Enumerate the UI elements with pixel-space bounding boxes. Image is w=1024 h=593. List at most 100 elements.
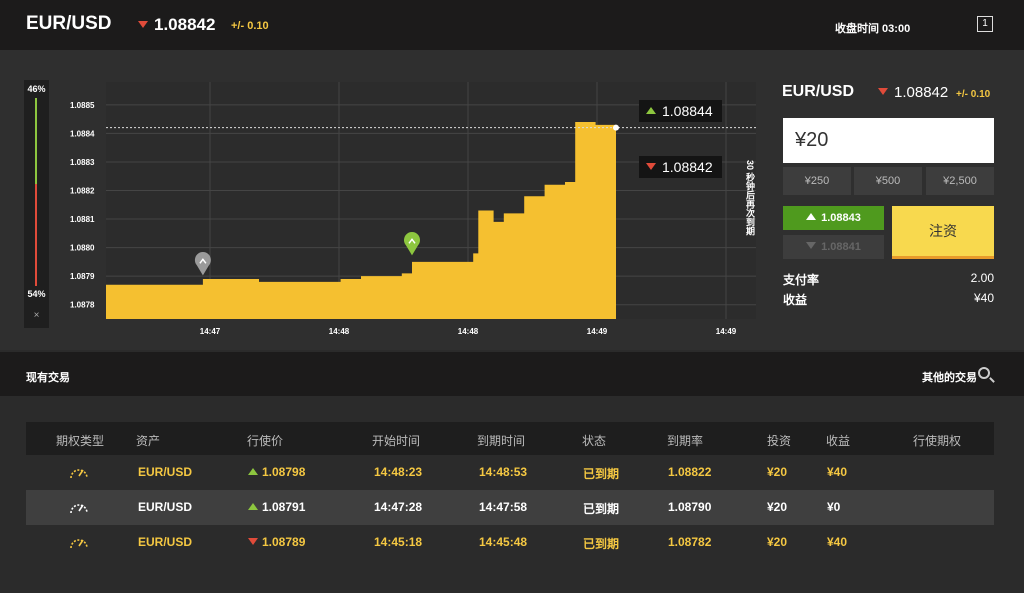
profit-row: 收益 ¥40 xyxy=(783,291,994,308)
profit-label: 收益 xyxy=(783,293,808,307)
current-trades-title: 现有交易 xyxy=(26,372,70,384)
close-icon[interactable]: × xyxy=(33,310,40,321)
asset-symbol: EUR/USD xyxy=(26,13,112,34)
cell-start: 14:45:18 xyxy=(374,535,423,549)
column-header: 行使价 xyxy=(247,434,284,448)
price-area xyxy=(106,121,616,319)
cell-rate: 1.08782 xyxy=(668,535,712,549)
cell-status: 已到期 xyxy=(583,537,620,551)
close-time: 收盘时间 03:00 xyxy=(835,23,911,35)
payout-row: 支付率 2.00 xyxy=(783,271,994,288)
payout-label: 支付率 xyxy=(783,273,820,287)
column-header: 投资 xyxy=(767,434,792,448)
cell-asset: EUR/USD xyxy=(138,535,193,549)
y-tick-label: 1.0885 xyxy=(70,101,95,110)
x-tick-label: 14:48 xyxy=(458,327,479,336)
column-header: 收益 xyxy=(826,434,851,448)
speedometer-icon xyxy=(70,469,88,479)
strike-value: 1.08798 xyxy=(262,465,306,479)
x-tick-label: 14:47 xyxy=(200,327,221,336)
down-arrow-icon xyxy=(646,163,656,170)
price-change: +/- 0.10 xyxy=(231,20,269,32)
trade-price: 1.08842 xyxy=(878,84,948,101)
trades-section-bar: 现有交易 其他的交易 xyxy=(0,352,1024,396)
up-arrow-icon xyxy=(248,503,258,510)
down-arrow-icon xyxy=(248,538,258,545)
up-arrow-icon xyxy=(806,213,817,220)
current-price-dot xyxy=(613,124,619,131)
sentiment-bar: 46% 54% × xyxy=(24,80,49,328)
cell-status: 已到期 xyxy=(583,467,620,481)
x-tick-label: 14:49 xyxy=(587,327,608,336)
column-header: 到期时间 xyxy=(477,434,526,448)
call-quote-value: 1.08844 xyxy=(662,103,713,119)
call-sentiment-pct: 46% xyxy=(27,84,46,94)
down-arrow-icon xyxy=(878,88,888,95)
column-header: 状态 xyxy=(582,434,607,448)
speedometer-icon xyxy=(70,539,88,549)
cell-asset: EUR/USD xyxy=(138,465,193,479)
call-marker-icon xyxy=(403,232,420,256)
preset-250-button[interactable]: ¥250 xyxy=(783,167,851,195)
cell-strike: 1.08791 xyxy=(248,500,305,514)
strike-value: 1.08789 xyxy=(262,535,306,549)
amount-input[interactable]: ¥20 xyxy=(783,118,994,163)
cell-profit: ¥40 xyxy=(827,465,848,479)
column-header: 资产 xyxy=(136,434,161,448)
speedometer-icon xyxy=(70,504,88,514)
search-icon[interactable] xyxy=(978,367,990,379)
cell-rate: 1.08822 xyxy=(668,465,712,479)
y-tick-label: 1.0879 xyxy=(70,272,95,281)
preset-2500-button[interactable]: ¥2,500 xyxy=(926,167,994,195)
up-arrow-icon xyxy=(248,468,258,475)
cell-strike: 1.08789 xyxy=(248,535,305,549)
down-arrow-icon xyxy=(806,242,817,249)
x-tick-label: 14:49 xyxy=(716,327,737,336)
cell-profit: ¥0 xyxy=(827,500,841,514)
preset-500-button[interactable]: ¥500 xyxy=(854,167,922,195)
call-button-price: 1.08843 xyxy=(821,212,861,224)
call-quote: 1.08844 xyxy=(639,100,722,122)
put-sentiment-fill xyxy=(35,184,37,286)
y-tick-label: 1.0883 xyxy=(70,158,95,167)
table-row[interactable]: EUR/USD 1.08791 14:47:28 14:47:58 已到期 1.08790… xyxy=(26,490,994,525)
cell-status: 已到期 xyxy=(583,502,620,516)
table-row[interactable]: EUR/USD 1.08798 14:48:23 14:48:53 已到期 1.08822… xyxy=(26,455,994,490)
call-button[interactable]: 1.08843 xyxy=(783,206,884,230)
trade-change: +/- 0.10 xyxy=(956,89,991,100)
cell-asset: EUR/USD xyxy=(138,500,193,514)
price-value: 1.08842 xyxy=(154,15,216,34)
column-header: 行使期权 xyxy=(913,434,962,448)
top-bar: EUR/USD 1.08842 +/- 0.10 收盘时间 03:00 1 xyxy=(0,0,1024,50)
cell-start: 14:47:28 xyxy=(374,500,423,514)
column-header: 期权类型 xyxy=(56,434,105,448)
table-row[interactable]: EUR/USD 1.08789 14:45:18 14:45:48 已到期 1.08782… xyxy=(26,525,994,560)
payout-value: 2.00 xyxy=(970,271,994,285)
other-trades-link[interactable]: 其他的交易 xyxy=(922,372,977,384)
cell-start: 14:48:23 xyxy=(374,465,423,479)
y-tick-label: 1.0880 xyxy=(70,244,95,253)
put-marker-icon xyxy=(194,252,211,276)
cell-invest: ¥20 xyxy=(767,465,788,479)
window-icon[interactable]: 1 xyxy=(977,16,993,32)
profit-value: ¥40 xyxy=(973,291,994,305)
put-quote-value: 1.08842 xyxy=(662,159,713,175)
cell-profit: ¥40 xyxy=(827,535,848,549)
down-arrow-icon xyxy=(138,21,148,28)
put-button-price: 1.08841 xyxy=(821,241,861,253)
cell-end: 14:48:53 xyxy=(479,465,528,479)
trade-price-value: 1.08842 xyxy=(894,84,949,101)
cell-end: 14:45:48 xyxy=(479,535,528,549)
column-header: 到期率 xyxy=(667,434,704,448)
invest-button[interactable]: 注资 xyxy=(892,206,994,259)
column-header: 开始时间 xyxy=(372,434,421,448)
cell-invest: ¥20 xyxy=(767,535,788,549)
cell-end: 14:47:58 xyxy=(479,500,528,514)
y-tick-label: 1.0884 xyxy=(70,129,95,138)
cell-strike: 1.08798 xyxy=(248,465,305,479)
trade-symbol: EUR/USD xyxy=(782,83,855,100)
table-header: 期权类型 资产 行使价 开始时间 到期时间 状态 到期率 投资 收益 行使期权 xyxy=(26,422,994,455)
put-button[interactable]: 1.08841 xyxy=(783,235,884,259)
cell-rate: 1.08790 xyxy=(668,500,712,514)
expiry-label: 30 秒钟后再次到期 xyxy=(745,160,755,236)
